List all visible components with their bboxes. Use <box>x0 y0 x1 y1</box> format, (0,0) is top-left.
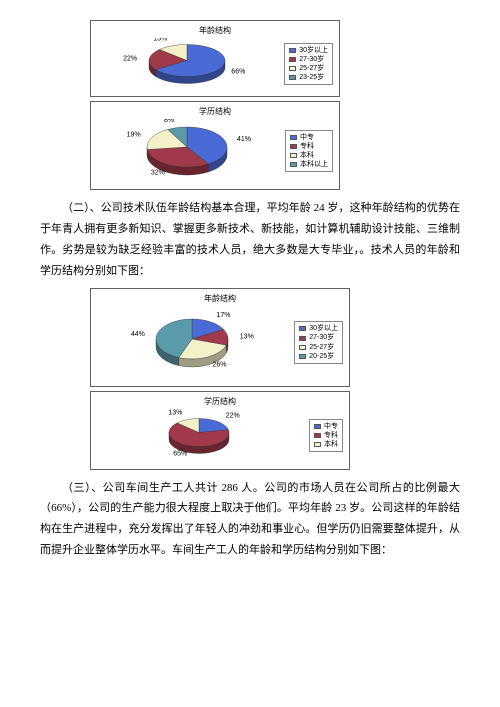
legend-item: 中专 <box>290 133 328 142</box>
chart4-pie: 22% 65% 13% <box>97 409 301 463</box>
legend-label: 20-25岁 <box>309 352 334 361</box>
chart1-pie: 66% 22% 13% <box>97 38 276 90</box>
legend-item: 本科 <box>314 440 338 449</box>
legend-label: 中专 <box>300 133 314 142</box>
chart-age-1: 年龄结构 66% 22% 13% 30岁以上27-30岁25-27岁23-25岁 <box>90 20 340 97</box>
legend-item: 本科以上 <box>290 160 328 169</box>
chart2-body: 41% 32% 19% 8% 中专专科本科本科以上 <box>97 119 333 183</box>
chart-edu-1: 学历结构 41% 32% 19% 8% 中专专科本科本科以上 <box>90 101 340 190</box>
legend-label: 本科 <box>324 440 338 449</box>
svg-text:8%: 8% <box>164 119 174 124</box>
legend-item: 30岁以上 <box>289 46 328 55</box>
legend-label: 27-30岁 <box>309 333 334 342</box>
legend-label: 专科 <box>300 142 314 151</box>
legend-item: 中专 <box>314 422 338 431</box>
svg-text:13%: 13% <box>153 38 167 42</box>
chart1-title: 年龄结构 <box>97 25 333 36</box>
chart3-title: 年龄结构 <box>97 293 343 304</box>
legend-label: 30岁以上 <box>309 324 338 333</box>
chart2-pie: 41% 32% 19% 8% <box>97 119 277 183</box>
legend-item: 25-27岁 <box>289 64 328 73</box>
svg-text:66%: 66% <box>231 69 245 76</box>
legend-label: 中专 <box>324 422 338 431</box>
legend-label: 本科 <box>300 151 314 160</box>
legend-label: 23-25岁 <box>299 73 324 82</box>
chart3-body: 17% 13% 26% 44% 30岁以上27-30岁25-27岁20-25岁 <box>97 306 343 380</box>
paragraph-1: （二）、公司技术队伍年龄结构基本合理，平均年龄 24 岁，这种年龄结构的优势在于… <box>40 198 460 282</box>
chart4-title: 学历结构 <box>97 396 343 407</box>
legend-item: 23-25岁 <box>289 73 328 82</box>
legend-label: 27-30岁 <box>299 55 324 64</box>
legend-item: 专科 <box>290 142 328 151</box>
svg-text:13%: 13% <box>239 333 253 340</box>
chart3-legend: 30岁以上27-30岁25-27岁20-25岁 <box>294 321 343 363</box>
svg-text:65%: 65% <box>173 450 187 457</box>
chart2-legend: 中专专科本科本科以上 <box>285 130 333 172</box>
legend-item: 专科 <box>314 431 338 440</box>
legend-item: 27-30岁 <box>289 55 328 64</box>
svg-text:44%: 44% <box>130 330 144 337</box>
legend-item: 本科 <box>290 151 328 160</box>
legend-label: 30岁以上 <box>299 46 328 55</box>
svg-text:41%: 41% <box>237 136 251 143</box>
chart-age-2: 年龄结构 17% 13% 26% 44% 30岁以上27-30岁25-27岁20-25… <box>90 288 350 387</box>
chart4-body: 22% 65% 13% 中专专科本科 <box>97 409 343 463</box>
legend-label: 25-27岁 <box>299 64 324 73</box>
legend-label: 25-27岁 <box>309 343 334 352</box>
svg-text:26%: 26% <box>212 361 226 368</box>
legend-item: 27-30岁 <box>299 333 338 342</box>
legend-item: 25-27岁 <box>299 343 338 352</box>
svg-text:22%: 22% <box>123 56 137 63</box>
chart4-legend: 中专专科本科 <box>309 419 343 452</box>
legend-item: 30岁以上 <box>299 324 338 333</box>
chart1-legend: 30岁以上27-30岁25-27岁23-25岁 <box>284 43 333 85</box>
svg-text:17%: 17% <box>216 311 230 318</box>
chart3-pie: 17% 13% 26% 44% <box>97 306 286 380</box>
svg-text:32%: 32% <box>151 169 165 176</box>
svg-text:19%: 19% <box>127 131 141 138</box>
svg-text:22%: 22% <box>226 412 240 419</box>
legend-label: 专科 <box>324 431 338 440</box>
legend-item: 20-25岁 <box>299 352 338 361</box>
legend-label: 本科以上 <box>300 160 328 169</box>
svg-text:13%: 13% <box>168 409 182 416</box>
chart2-title: 学历结构 <box>97 106 333 117</box>
paragraph-2: （三）、公司车间生产工人共计 286 人。公司的市场人员在公司所占的比例最大（6… <box>40 478 460 562</box>
chart1-body: 66% 22% 13% 30岁以上27-30岁25-27岁23-25岁 <box>97 38 333 90</box>
chart-edu-2: 学历结构 22% 65% 13% 中专专科本科 <box>90 391 350 470</box>
